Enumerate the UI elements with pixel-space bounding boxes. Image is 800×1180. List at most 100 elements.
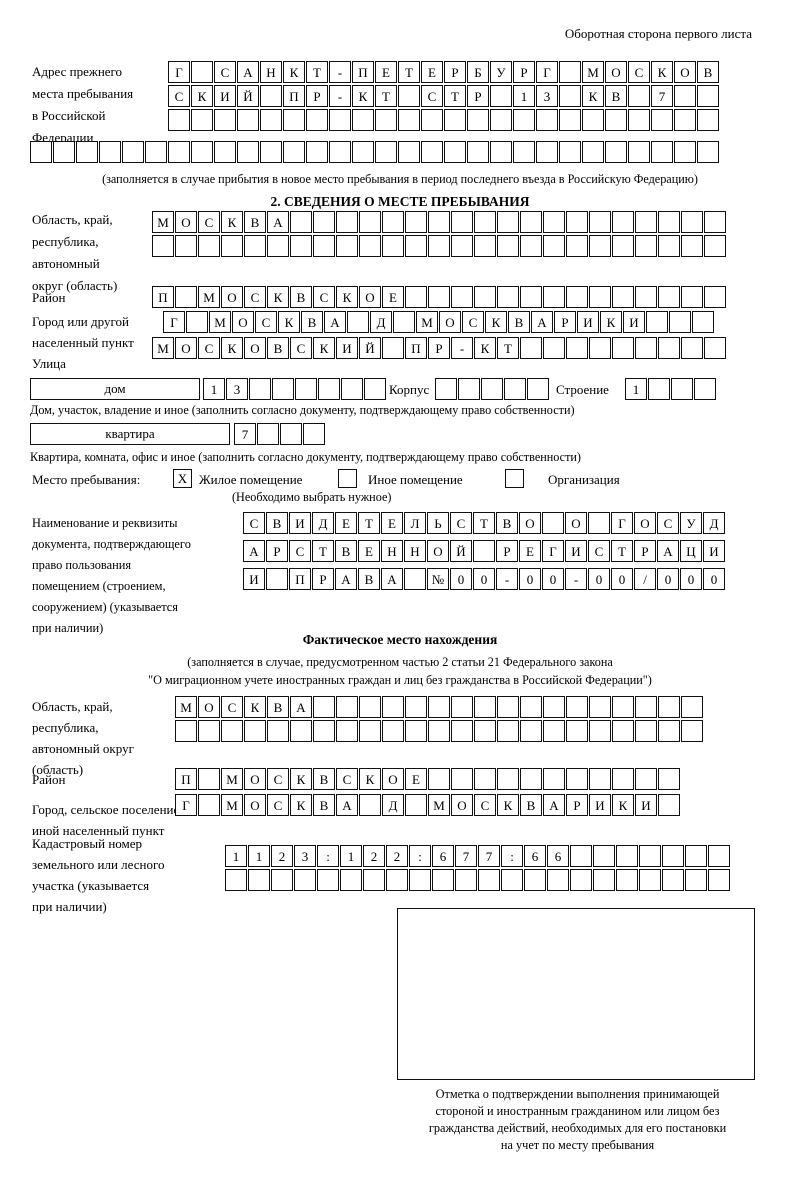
section2-region-row-1-cell-19[interactable]: [589, 211, 611, 233]
prev-address-row-3-cell-4[interactable]: [260, 109, 282, 131]
section2-region-row-2-cell-24[interactable]: [704, 235, 726, 257]
actual-region-row-2-cell-5[interactable]: [290, 720, 312, 742]
korpus-row-cell-2[interactable]: [481, 378, 503, 400]
cadastral-row-2-cell-14[interactable]: [547, 869, 569, 891]
cadastral-row-2-cell-5[interactable]: [340, 869, 362, 891]
section2-region-row-1-cell-3[interactable]: К: [221, 211, 243, 233]
prev-address-row-wide-cell-26[interactable]: [628, 141, 650, 163]
prev-address-row-2-cell-15[interactable]: 1: [513, 85, 535, 107]
actual-region-row-1-cell-8[interactable]: [359, 696, 381, 718]
doc-row-1-cell-17[interactable]: О: [634, 512, 656, 534]
prev-address-row-wide-cell-2[interactable]: [76, 141, 98, 163]
actual-city-row-cell-10[interactable]: [405, 794, 427, 816]
doc-row-3-cell-18[interactable]: 0: [657, 568, 679, 590]
prev-address-row-3-cell-3[interactable]: [237, 109, 259, 131]
section2-district-row-cell-8[interactable]: К: [336, 286, 358, 308]
prev-address-row-2-cell-10[interactable]: [398, 85, 420, 107]
prev-address-row-3-cell-0[interactable]: [168, 109, 190, 131]
prev-address-row-2-cell-4[interactable]: [260, 85, 282, 107]
cadastral-row-1-cell-17[interactable]: [616, 845, 638, 867]
section2-street-row-cell-4[interactable]: О: [244, 337, 266, 359]
doc-row-2-cell-8[interactable]: О: [427, 540, 449, 562]
actual-city-row-cell-4[interactable]: С: [267, 794, 289, 816]
prev-address-row-3-cell-6[interactable]: [306, 109, 328, 131]
prev-address-row-wide-cell-29[interactable]: [697, 141, 719, 163]
section2-region-row-2-cell-15[interactable]: [497, 235, 519, 257]
section2-street-row-cell-2[interactable]: С: [198, 337, 220, 359]
section2-district-row-cell-18[interactable]: [566, 286, 588, 308]
section2-street-row-cell-20[interactable]: [612, 337, 634, 359]
actual-city-row-cell-14[interactable]: К: [497, 794, 519, 816]
prev-address-row-1-cell-11[interactable]: Е: [421, 61, 443, 83]
actual-district-row-cell-13[interactable]: [474, 768, 496, 790]
prev-address-row-wide-cell-22[interactable]: [536, 141, 558, 163]
section2-city-row-cell-5[interactable]: К: [278, 311, 300, 333]
section2-district-row-cell-4[interactable]: С: [244, 286, 266, 308]
prev-address-row-wide[interactable]: [30, 141, 719, 163]
section2-district-row-cell-7[interactable]: С: [313, 286, 335, 308]
actual-city-row-cell-5[interactable]: К: [290, 794, 312, 816]
doc-row-1-cell-16[interactable]: Г: [611, 512, 633, 534]
section2-city-row-cell-22[interactable]: [669, 311, 691, 333]
section2-region-row-2-cell-20[interactable]: [612, 235, 634, 257]
actual-city-row-cell-16[interactable]: А: [543, 794, 565, 816]
doc-row-3-cell-6[interactable]: А: [381, 568, 403, 590]
prev-address-row-1-cell-6[interactable]: Т: [306, 61, 328, 83]
doc-row-1-cell-19[interactable]: У: [680, 512, 702, 534]
doc-row-1-cell-1[interactable]: В: [266, 512, 288, 534]
korpus-row-cell-4[interactable]: [527, 378, 549, 400]
doc-row-3-cell-9[interactable]: 0: [450, 568, 472, 590]
cadastral-row-1-cell-5[interactable]: 1: [340, 845, 362, 867]
house-number-row-cell-7[interactable]: [364, 378, 386, 400]
doc-row-1-cell-6[interactable]: Е: [381, 512, 403, 534]
prev-address-row-1-cell-10[interactable]: Т: [398, 61, 420, 83]
doc-row-3[interactable]: И П Р А В А № 0 0-0 0-0 0/0 0 0: [243, 568, 725, 590]
actual-region-row-2-cell-22[interactable]: [681, 720, 703, 742]
prev-address-row-2-cell-18[interactable]: К: [582, 85, 604, 107]
section2-street-row-cell-3[interactable]: К: [221, 337, 243, 359]
prev-address-row-2-cell-22[interactable]: [674, 85, 696, 107]
section2-street-row-cell-19[interactable]: [589, 337, 611, 359]
cadastral-row-1-cell-14[interactable]: 6: [547, 845, 569, 867]
doc-row-1-cell-5[interactable]: Т: [358, 512, 380, 534]
doc-row-2-cell-20[interactable]: И: [703, 540, 725, 562]
cadastral-row-2-cell-21[interactable]: [708, 869, 730, 891]
section2-city-row-cell-17[interactable]: Р: [554, 311, 576, 333]
section2-region-row-2-cell-9[interactable]: [359, 235, 381, 257]
actual-region-row-2-cell-6[interactable]: [313, 720, 335, 742]
cadastral-row-2-cell-18[interactable]: [639, 869, 661, 891]
prev-address-row-3-cell-10[interactable]: [398, 109, 420, 131]
section2-region-row-2[interactable]: [152, 235, 726, 257]
section2-region-row-1-cell-21[interactable]: [635, 211, 657, 233]
prev-address-row-1-cell-18[interactable]: М: [582, 61, 604, 83]
prev-address-row-wide-cell-12[interactable]: [306, 141, 328, 163]
prev-address-row-3-cell-8[interactable]: [352, 109, 374, 131]
doc-row-3-cell-19[interactable]: 0: [680, 568, 702, 590]
section2-city-row-cell-16[interactable]: А: [531, 311, 553, 333]
section2-region-row-1-cell-17[interactable]: [543, 211, 565, 233]
cadastral-row-1-cell-3[interactable]: 3: [294, 845, 316, 867]
doc-row-3-cell-13[interactable]: 0: [542, 568, 564, 590]
doc-row-2-cell-18[interactable]: А: [657, 540, 679, 562]
actual-region-row-2-cell-9[interactable]: [382, 720, 404, 742]
cadastral-row-1-cell-9[interactable]: 6: [432, 845, 454, 867]
house-number-row-cell-5[interactable]: [318, 378, 340, 400]
flat-number-row-cell-1[interactable]: [257, 423, 279, 445]
doc-row-1-cell-18[interactable]: С: [657, 512, 679, 534]
cadastral-row-2-cell-13[interactable]: [524, 869, 546, 891]
prev-address-row-1-cell-12[interactable]: Р: [444, 61, 466, 83]
doc-row-3-cell-20[interactable]: 0: [703, 568, 725, 590]
section2-city-row-cell-15[interactable]: В: [508, 311, 530, 333]
prev-address-row-2-cell-5[interactable]: П: [283, 85, 305, 107]
section2-street-row-cell-22[interactable]: [658, 337, 680, 359]
section2-region-row-2-cell-1[interactable]: [175, 235, 197, 257]
actual-region-row-1-cell-2[interactable]: С: [221, 696, 243, 718]
section2-region-row-1-cell-10[interactable]: [382, 211, 404, 233]
doc-row-1-cell-7[interactable]: Л: [404, 512, 426, 534]
section2-region-row-2-cell-23[interactable]: [681, 235, 703, 257]
actual-region-row-2-cell-10[interactable]: [405, 720, 427, 742]
actual-region-row-1-cell-18[interactable]: [589, 696, 611, 718]
